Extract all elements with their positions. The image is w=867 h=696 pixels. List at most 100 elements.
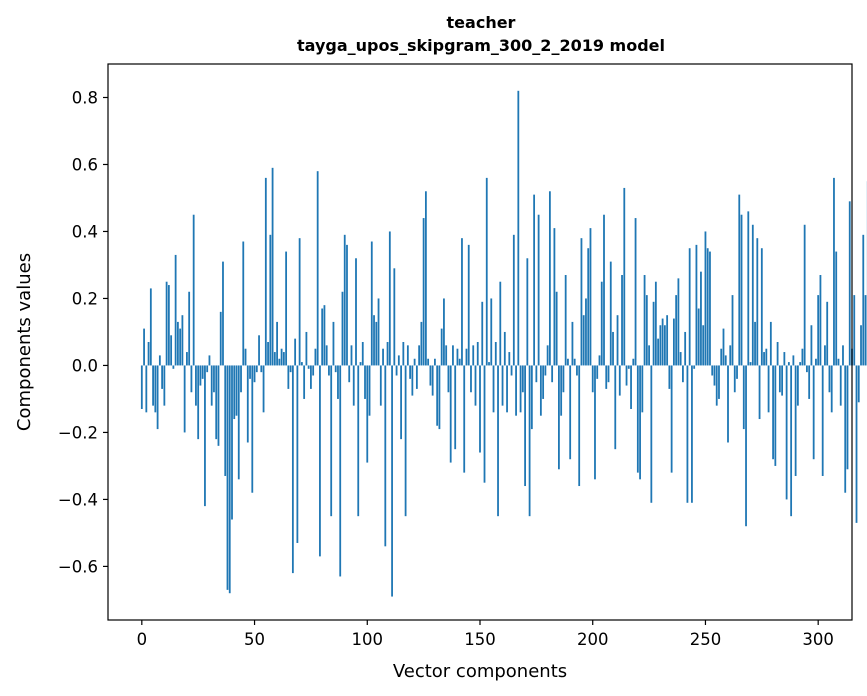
bar <box>386 342 389 366</box>
bar <box>742 365 745 430</box>
bar <box>733 365 736 393</box>
bar <box>348 365 351 383</box>
bar <box>269 234 272 366</box>
bar <box>842 345 844 366</box>
bar <box>278 358 281 366</box>
bar <box>546 345 549 366</box>
bar <box>848 201 851 366</box>
bar <box>837 358 840 366</box>
bar <box>147 342 150 366</box>
bar <box>337 365 339 399</box>
bar <box>539 365 542 416</box>
bar <box>244 348 247 366</box>
bar <box>790 365 793 517</box>
bar <box>296 365 299 543</box>
bar <box>300 362 303 366</box>
bar <box>828 365 831 393</box>
bar <box>350 345 353 366</box>
bar <box>691 365 693 503</box>
bar <box>325 345 328 366</box>
bar <box>334 365 337 373</box>
x-axis-ticks: 0 50 100 150 200 250 300 <box>137 620 834 649</box>
bar <box>510 365 513 376</box>
bar <box>573 358 576 366</box>
bar <box>465 348 468 366</box>
bar <box>235 365 238 416</box>
bar <box>738 194 741 366</box>
bar <box>440 328 443 366</box>
bar <box>623 187 626 366</box>
bar <box>472 345 475 366</box>
bar <box>429 365 432 386</box>
bars-group <box>140 90 867 597</box>
bar <box>589 228 592 366</box>
bar <box>294 338 297 366</box>
bar <box>668 365 671 389</box>
bar <box>463 365 466 473</box>
bar <box>415 365 418 389</box>
bar <box>760 248 763 366</box>
bar <box>391 365 393 597</box>
y-tick-label: 0.2 <box>72 289 98 308</box>
bar <box>636 365 639 473</box>
bar <box>370 241 373 366</box>
bar <box>833 177 835 366</box>
bar <box>524 365 526 487</box>
bar <box>677 278 680 366</box>
bar <box>470 365 472 393</box>
bar <box>535 365 538 383</box>
bar <box>210 365 213 406</box>
bar <box>237 365 240 480</box>
bar <box>183 365 186 433</box>
bar <box>812 365 815 460</box>
bar <box>201 365 204 379</box>
bar <box>663 325 666 366</box>
bar <box>558 365 560 470</box>
bar <box>560 365 563 416</box>
bar <box>341 291 344 366</box>
bar <box>860 325 862 366</box>
bar <box>533 194 536 366</box>
bar <box>461 238 463 366</box>
bar <box>578 365 581 487</box>
x-tick-label: 100 <box>352 630 384 649</box>
bar <box>659 325 662 366</box>
bar <box>352 365 355 406</box>
bar <box>346 244 348 366</box>
bar <box>167 285 170 366</box>
y-tick-label: 0.6 <box>72 155 98 174</box>
bar <box>720 348 723 366</box>
bar <box>796 365 799 406</box>
bar <box>555 291 558 366</box>
bar <box>826 301 829 366</box>
bar <box>314 348 317 366</box>
bar <box>512 234 515 366</box>
bar <box>402 342 405 366</box>
bar <box>443 298 445 366</box>
bar <box>242 241 245 366</box>
bar <box>397 355 400 366</box>
bar <box>285 251 288 366</box>
bar <box>855 365 858 523</box>
bar <box>368 365 371 416</box>
bar <box>424 191 427 366</box>
bar <box>393 268 396 366</box>
y-axis-ticks: −0.6 −0.4 −0.2 0.0 0.2 0.4 0.6 0.8 <box>58 88 108 576</box>
bar <box>379 365 382 406</box>
x-tick-label: 200 <box>577 630 609 649</box>
bar <box>454 365 457 450</box>
bar <box>745 365 747 527</box>
bar <box>695 244 698 366</box>
bar <box>323 305 326 366</box>
bar <box>377 298 380 366</box>
bar <box>479 365 481 453</box>
bar <box>769 321 772 366</box>
bar <box>400 365 402 440</box>
bar <box>844 365 847 493</box>
bar <box>772 365 774 460</box>
bar <box>422 218 425 366</box>
y-tick-label: 0.8 <box>72 88 98 107</box>
bar <box>411 365 414 396</box>
bar <box>228 365 231 594</box>
bar <box>835 251 838 366</box>
